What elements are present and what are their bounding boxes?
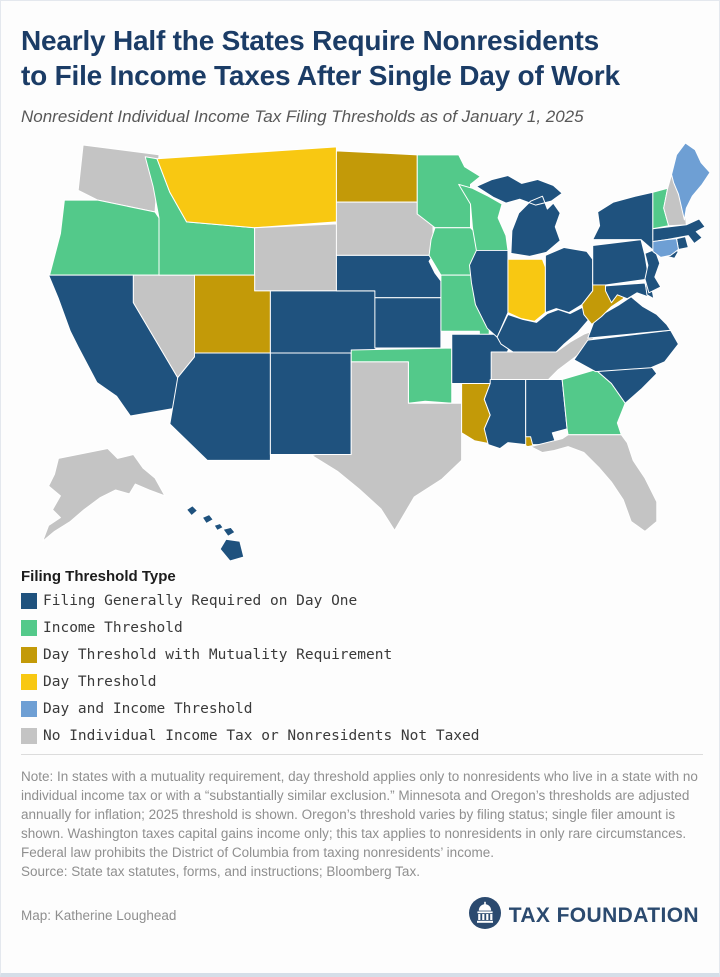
page-subtitle: Nonresident Individual Income Tax Filing… <box>21 107 584 126</box>
legend-item-day_income: Day and Income Threshold <box>21 700 699 717</box>
footnote-block: Note: In states with a mutuality require… <box>21 754 703 881</box>
legend-label-day_mutuality: Day Threshold with Mutuality Requirement <box>43 646 393 663</box>
legend-label-none: No Individual Income Tax or Nonresidents… <box>43 727 480 744</box>
state-FL[interactable] <box>530 434 658 532</box>
footer: Map: Katherine Loughead TAX FOUNDATION <box>21 897 699 934</box>
state-OR[interactable] <box>49 199 160 276</box>
page-title: Nearly Half the States Require Nonreside… <box>21 23 699 93</box>
state-MN[interactable] <box>416 154 481 229</box>
brand-logo[interactable]: TAX FOUNDATION <box>468 897 699 934</box>
state-CO[interactable] <box>269 290 377 354</box>
legend-swatch-day <box>21 673 37 690</box>
state-HI[interactable] <box>186 505 245 562</box>
legend-swatch-day_one <box>21 592 37 609</box>
legend-item-day_mutuality: Day Threshold with Mutuality Requirement <box>21 646 699 663</box>
state-PA[interactable] <box>592 239 650 286</box>
state-ND[interactable] <box>335 150 418 203</box>
us-map <box>42 142 711 562</box>
legend-item-none: No Individual Income Tax or Nonresidents… <box>21 727 699 744</box>
legend-item-day: Day Threshold <box>21 673 699 690</box>
state-MS[interactable] <box>483 379 527 450</box>
state-ME[interactable] <box>671 142 711 221</box>
state-MI[interactable] <box>475 175 563 257</box>
source-text: Source: State tax statutes, forms, and i… <box>21 864 420 879</box>
brand-name: TAX FOUNDATION <box>508 903 699 927</box>
legend-item-day_one: Filing Generally Required on Day One <box>21 592 699 609</box>
legend-items: Filing Generally Required on Day One Inco… <box>21 592 699 744</box>
state-MT[interactable] <box>156 146 337 229</box>
state-WI[interactable] <box>458 183 509 251</box>
legend-title: Filing Threshold Type <box>21 568 176 585</box>
legend-label-income: Income Threshold <box>43 619 183 636</box>
state-KS[interactable] <box>374 297 442 349</box>
state-AL[interactable] <box>525 379 568 446</box>
legend: Filing Threshold Type Filing Generally R… <box>21 568 699 744</box>
legend-label-day: Day Threshold <box>43 673 157 690</box>
capitol-dome-icon <box>468 897 501 934</box>
state-NC[interactable] <box>573 329 679 373</box>
map-credit: Map: Katherine Loughead <box>21 908 177 923</box>
state-AK[interactable] <box>42 448 166 542</box>
map-container <box>21 133 711 566</box>
state-TX[interactable] <box>311 361 463 531</box>
state-CT[interactable] <box>652 238 679 258</box>
state-AZ[interactable] <box>169 352 271 461</box>
state-NM[interactable] <box>269 352 352 455</box>
legend-swatch-day_mutuality <box>21 646 37 663</box>
legend-label-day_income: Day and Income Threshold <box>43 700 253 717</box>
legend-swatch-none <box>21 727 37 744</box>
state-WY[interactable] <box>254 223 337 292</box>
note-text: Note: In states with a mutuality require… <box>21 769 698 860</box>
state-IN[interactable] <box>507 258 546 322</box>
page-title-line2: to File Income Taxes After Single Day of… <box>21 60 620 91</box>
legend-label-day_one: Filing Generally Required on Day One <box>43 592 358 609</box>
legend-item-income: Income Threshold <box>21 619 699 636</box>
legend-swatch-day_income <box>21 700 37 717</box>
legend-swatch-income <box>21 619 37 636</box>
page-title-line1: Nearly Half the States Require Nonreside… <box>21 25 600 56</box>
